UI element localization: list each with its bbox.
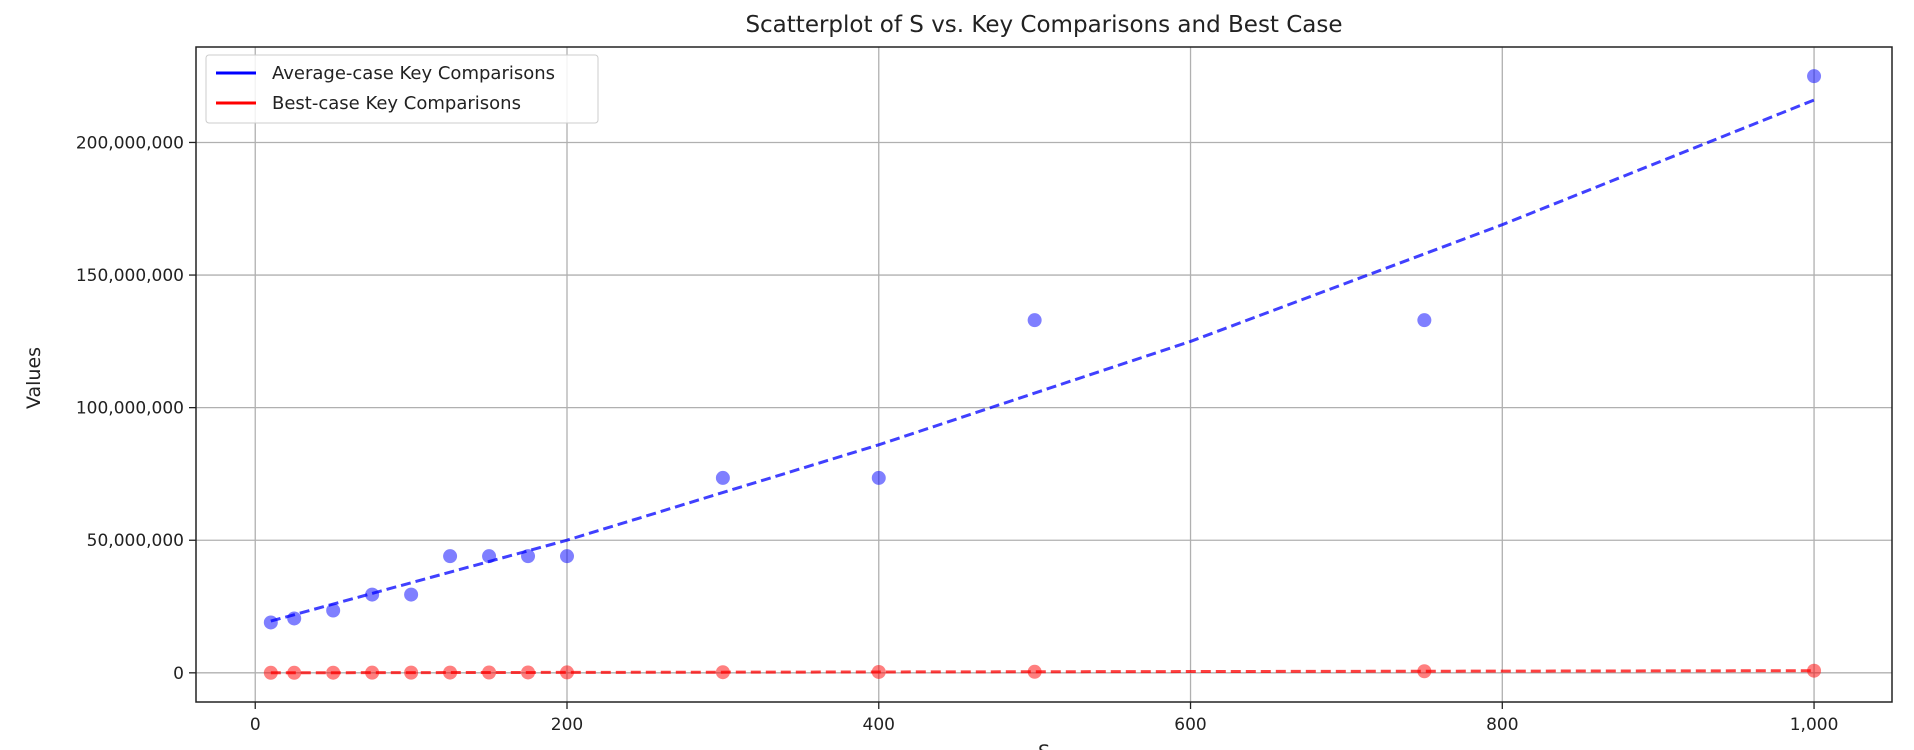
y-axis: 0 50,000,000 100,000,000 150,000,000 200,000… <box>76 133 196 684</box>
x-axis: 0 200 400 600 800 1,000 <box>250 702 1839 735</box>
data-point <box>404 587 419 602</box>
data-point <box>443 665 458 680</box>
plot-frame <box>195 46 1893 703</box>
data-point <box>1027 313 1042 328</box>
y-tick-label: 50,000,000 <box>87 531 184 551</box>
y-axis-label: Values <box>23 347 45 409</box>
data-point <box>1807 69 1822 84</box>
trend-line <box>270 669 1815 675</box>
legend-label-average: Average-case Key Comparisons <box>272 63 555 84</box>
y-tick-label: 150,000,000 <box>76 266 184 286</box>
trend-line <box>270 98 1815 623</box>
data-point <box>263 615 278 630</box>
series-best <box>263 663 1822 680</box>
data-point <box>560 665 574 680</box>
x-tick-label: 600 <box>1174 715 1206 735</box>
data-point <box>715 470 730 485</box>
data-point <box>326 603 341 618</box>
data-point <box>871 470 886 485</box>
data-point <box>1807 663 1822 678</box>
data-point <box>560 549 574 564</box>
x-tick-label: 800 <box>1486 715 1518 735</box>
series-average <box>263 69 1822 630</box>
x-tick-label: 400 <box>863 715 895 735</box>
x-tick-label: 1,000 <box>1790 715 1839 735</box>
data-point <box>365 587 380 602</box>
data-point <box>1417 313 1432 328</box>
x-tick-label: 0 <box>250 715 261 735</box>
data-point <box>443 549 458 564</box>
legend: Average-case Key Comparisons Best-case K… <box>205 54 599 124</box>
y-tick-label: 0 <box>173 664 184 684</box>
legend-label-best: Best-case Key Comparisons <box>272 93 521 114</box>
x-tick-label: 200 <box>551 715 583 735</box>
data-point <box>1027 664 1042 679</box>
grid <box>196 47 1892 702</box>
chart-title: Scatterplot of S vs. Key Comparisons and… <box>745 12 1342 38</box>
legend-box <box>205 54 599 124</box>
x-axis-label: S <box>1038 741 1050 750</box>
y-tick-label: 100,000,000 <box>76 399 184 419</box>
y-tick-label: 200,000,000 <box>76 133 184 153</box>
series-layer <box>263 69 1822 680</box>
data-point <box>1417 664 1432 679</box>
data-point <box>365 665 380 680</box>
